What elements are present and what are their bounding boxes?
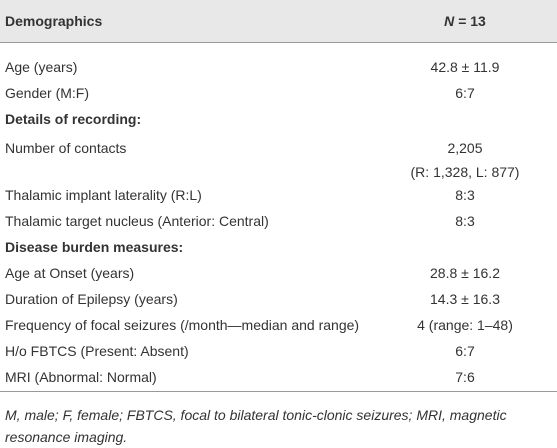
row-label: Number of contacts — [5, 140, 127, 156]
header-row — [0, 0, 557, 43]
row-value: 2,205 — [447, 140, 483, 156]
row-label: Thalamic target nucleus (Anterior: Centr… — [5, 213, 269, 229]
rule — [0, 391, 557, 392]
row-label: H/o FBTCS (Present: Absent) — [5, 343, 189, 359]
row-value: 14.3 ± 16.3 — [430, 291, 500, 307]
row-label: Age at Onset (years) — [5, 265, 135, 281]
row-value: 28.8 ± 16.2 — [430, 265, 500, 281]
row-label: MRI (Abnormal: Normal) — [5, 369, 157, 385]
row-value: 42.8 ± 11.9 — [430, 59, 500, 75]
row-label: Age (years) — [5, 59, 78, 75]
row-value: 6:7 — [455, 85, 475, 101]
row-value: 8:3 — [455, 187, 475, 203]
row-label: Duration of Epilepsy (years) — [5, 291, 178, 307]
header-cell: Demographics — [5, 13, 103, 29]
header-value: = 13 — [458, 13, 486, 29]
section-header: Details of recording: — [5, 111, 142, 127]
row-value: 8:3 — [455, 213, 475, 229]
row-value: 6:7 — [455, 343, 475, 359]
header-symbol: N — [444, 13, 455, 29]
row-label: Thalamic implant laterality (R:L) — [5, 187, 202, 203]
footnote: M, male; F, female; FBTCS, focal to bila… — [5, 407, 507, 445]
row-label: Gender (M:F) — [5, 85, 90, 101]
row-label: Frequency of focal seizures (/month—medi… — [5, 317, 360, 333]
row-value: 7:6 — [455, 369, 475, 385]
row-value: (R: 1,328, L: 877) — [410, 164, 520, 180]
section-header: Disease burden measures: — [5, 239, 184, 255]
header-cell: N = 13 — [374, 12, 556, 30]
row-value: 4 (range: 1–48) — [417, 317, 513, 333]
